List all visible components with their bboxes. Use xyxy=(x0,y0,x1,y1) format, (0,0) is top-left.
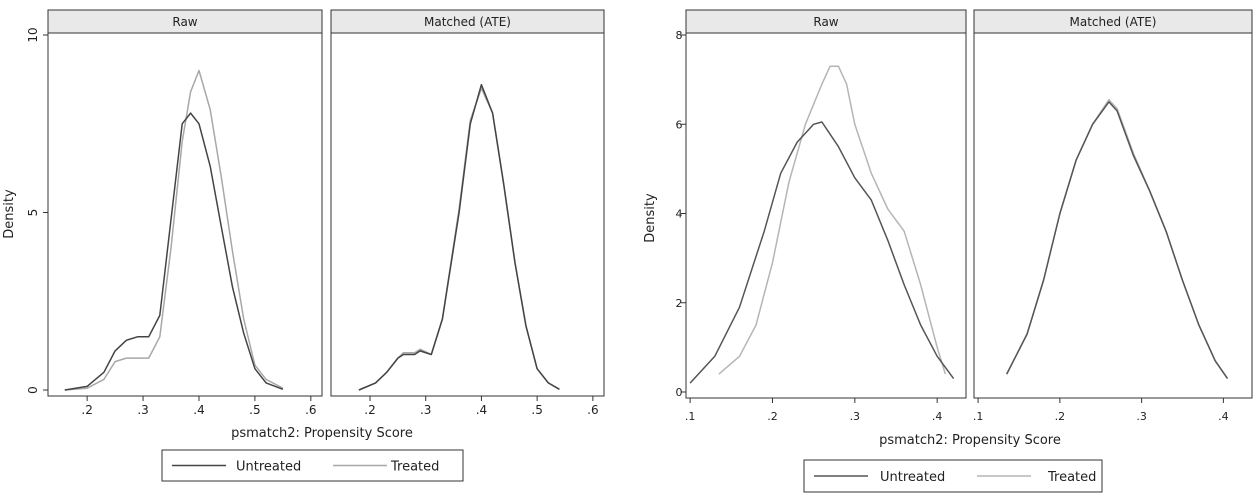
y-tick-label: 0 xyxy=(26,386,40,394)
x-tick-label: .4 xyxy=(1218,410,1229,423)
x-tick-label: .3 xyxy=(420,403,431,417)
series-line-untreated xyxy=(64,112,284,391)
y-tick-label: 0 xyxy=(676,386,683,399)
y-axis-label: Density xyxy=(643,193,658,243)
panel-2: Matched (ATE) .1 .2 .3 .4 xyxy=(973,9,1253,423)
panel-2: Matched (ATE) .2 .3 .4 .5 .6 xyxy=(330,9,605,417)
legend: Untreated Treated xyxy=(803,459,1103,493)
chart-2: Raw .1 .2 .3 .4 0 2 4 6 8 Matched (ATE) .1 .2 .3 .4 Den… xyxy=(643,9,1253,493)
x-tick-label: .1 xyxy=(685,410,696,423)
x-axis-label: psmatch2: Propensity Score xyxy=(231,426,413,441)
x-tick-label: .2 xyxy=(364,403,375,417)
x-tick-label: .2 xyxy=(1055,410,1066,423)
x-tick-label: .3 xyxy=(137,403,148,417)
legend-label-treated: Treated xyxy=(1047,470,1096,485)
x-axis-label: psmatch2: Propensity Score xyxy=(879,433,1061,448)
x-tick-label: .4 xyxy=(476,403,487,417)
panel-1: Raw .1 .2 .3 .4 0 2 4 6 8 xyxy=(676,9,967,423)
panel-1: Raw .2 .3 .4 .5 .6 0 5 10 xyxy=(26,9,323,417)
x-tick-label: .2 xyxy=(767,410,778,423)
y-tick-label: 2 xyxy=(676,297,683,310)
panel-title: Matched (ATE) xyxy=(424,15,511,29)
x-tick-label: .2 xyxy=(81,403,92,417)
series-line-treated xyxy=(718,65,947,375)
y-tick-label: 6 xyxy=(676,118,683,131)
x-tick-label: .3 xyxy=(1136,410,1147,423)
y-axis-label: Density xyxy=(2,189,17,239)
legend: Untreated Treated xyxy=(161,449,464,482)
x-tick-label: .3 xyxy=(850,410,861,423)
plot-region xyxy=(47,32,323,397)
x-tick-label: .5 xyxy=(249,403,260,417)
panel-title: Matched (ATE) xyxy=(1070,15,1157,29)
y-tick-label: 5 xyxy=(26,209,40,217)
y-tick-label: 8 xyxy=(676,29,683,42)
x-tick-label: .6 xyxy=(305,403,316,417)
series-line-treated xyxy=(64,69,284,391)
x-tick-label: .1 xyxy=(973,410,984,423)
x-tick-label: .5 xyxy=(531,403,542,417)
y-tick-label: 10 xyxy=(26,27,40,42)
plot-region xyxy=(330,32,605,397)
chart-1: Raw .2 .3 .4 .5 .6 0 5 10 Matched (ATE) .2 .3 .4 .5 .6… xyxy=(2,9,605,482)
legend-label-untreated: Untreated xyxy=(236,460,301,475)
panel-title: Raw xyxy=(172,15,197,29)
legend-label-treated: Treated xyxy=(390,460,439,475)
series-line-untreated xyxy=(358,83,560,391)
y-tick-label: 4 xyxy=(676,208,683,221)
x-tick-label: .6 xyxy=(587,403,598,417)
panel-title: Raw xyxy=(813,15,838,29)
plot-region xyxy=(973,32,1253,399)
x-tick-label: .4 xyxy=(932,410,943,423)
x-tick-label: .4 xyxy=(193,403,204,417)
plot-region xyxy=(685,32,967,399)
series-line-untreated xyxy=(1006,101,1229,380)
series-line-untreated xyxy=(689,121,955,384)
legend-label-untreated: Untreated xyxy=(880,470,945,485)
